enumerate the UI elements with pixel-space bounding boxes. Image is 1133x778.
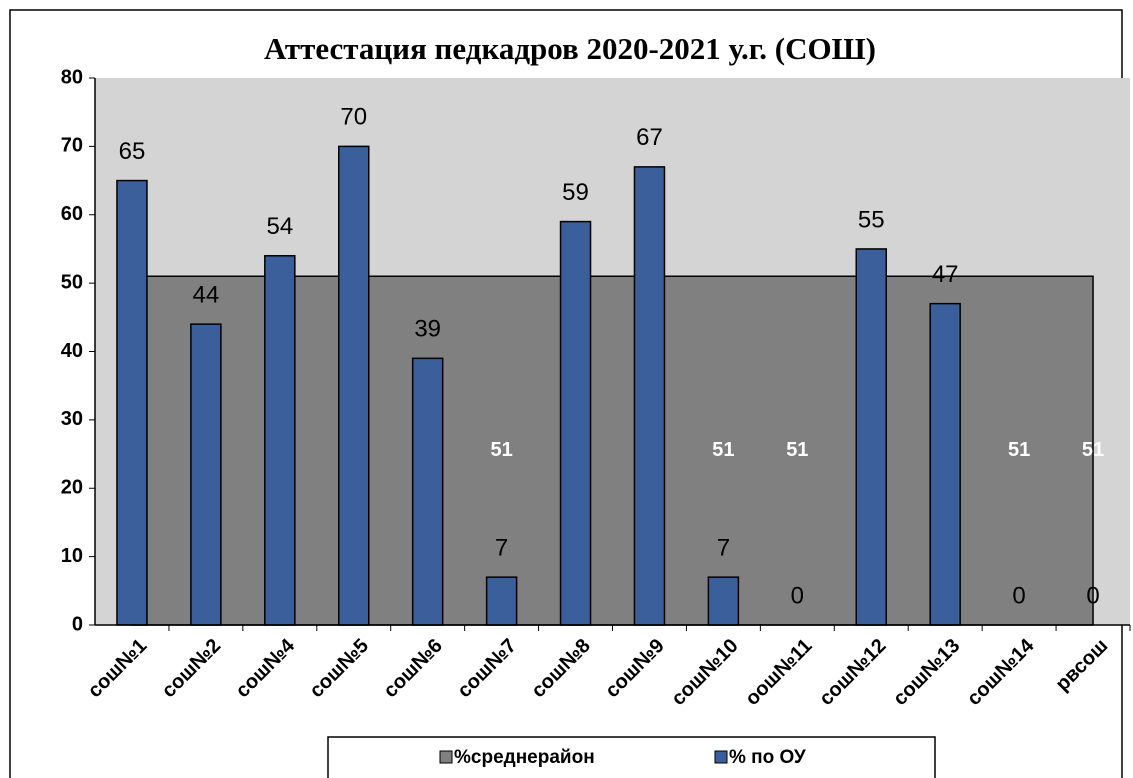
legend-swatch (439, 750, 453, 764)
data-label: 0 (1012, 582, 1025, 609)
legend-swatch (714, 750, 728, 764)
bar (855, 248, 887, 626)
y-tick-label: 40 (61, 340, 83, 362)
legend: %среднерайон % по ОУ (327, 736, 936, 778)
data-label: 47 (932, 261, 959, 288)
data-label: 39 (414, 316, 441, 343)
data-label: 0 (1086, 582, 1099, 609)
data-label: 7 (717, 534, 730, 561)
data-label: 59 (562, 179, 589, 206)
y-tick-label: 60 (61, 203, 83, 225)
bar (264, 255, 296, 626)
y-tick-label: 30 (61, 408, 83, 430)
y-tick-label: 70 (61, 135, 83, 157)
chart-title: Аттестация педкадров 2020-2021 у.г. (СОШ… (264, 31, 876, 66)
bar (929, 302, 961, 626)
data-label: 67 (636, 124, 663, 151)
y-tick-label: 10 (61, 545, 83, 567)
y-tick-label: 50 (61, 271, 83, 293)
y-tick-label: 0 (72, 613, 83, 635)
data-label: 54 (266, 213, 293, 240)
bar (411, 357, 444, 626)
legend-box (327, 736, 936, 778)
data-label: 65 (119, 138, 146, 165)
data-label: 44 (193, 281, 220, 308)
data-label: 51 (1008, 439, 1030, 461)
data-label: 70 (340, 104, 367, 131)
legend-label: %среднерайон (454, 747, 595, 768)
data-label: 7 (495, 534, 508, 561)
data-label: 51 (490, 439, 512, 461)
data-label: 51 (786, 439, 808, 461)
data-label: 0 (791, 582, 804, 609)
bar (116, 179, 148, 626)
y-tick-label: 80 (61, 66, 83, 88)
bar (485, 576, 518, 626)
data-label: 51 (1082, 439, 1104, 461)
legend-label: % по ОУ (729, 747, 806, 768)
y-tick-label: 20 (61, 477, 83, 499)
bar (338, 145, 370, 626)
bar (707, 576, 740, 626)
bar (559, 220, 592, 626)
data-label: 55 (858, 206, 885, 233)
data-label: 51 (712, 439, 734, 461)
bar (190, 323, 222, 626)
bar (633, 166, 666, 626)
